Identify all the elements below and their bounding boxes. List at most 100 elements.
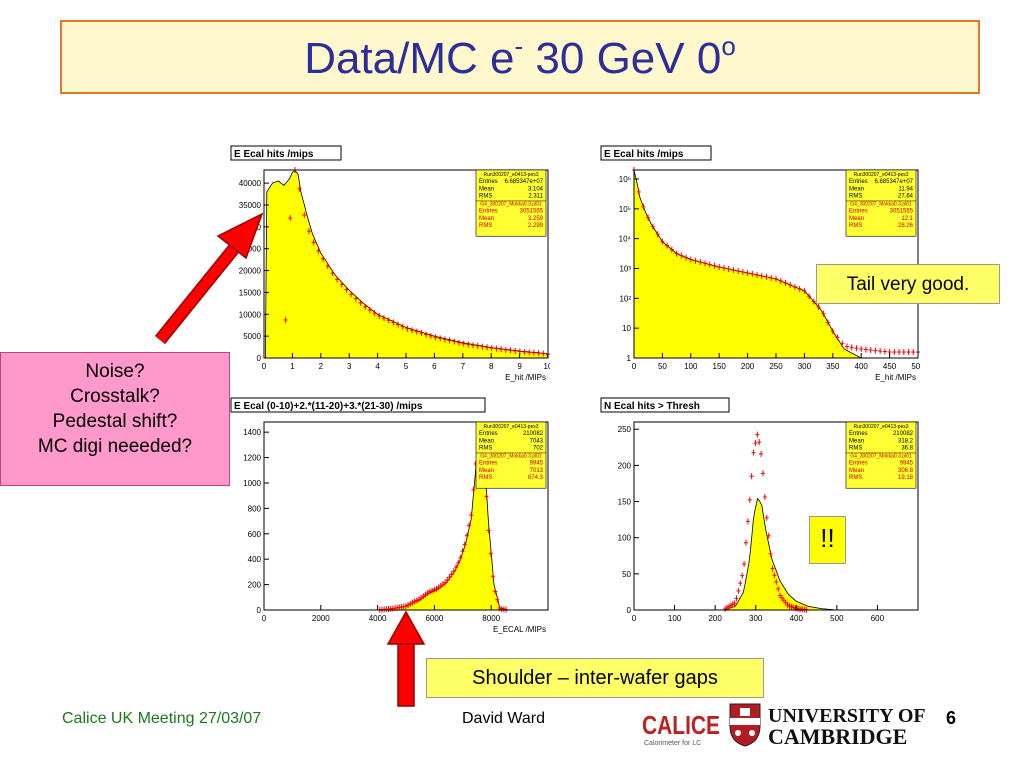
stats-mc-value: 28.26 [898,223,914,229]
stats-data-value: 6.685347e+07 [504,179,543,185]
y-tick-label: 5000 [243,332,261,341]
y-tick-label: 10⁵ [619,205,631,214]
arrow-noise [154,212,264,345]
x-axis-label: E_hit /MIPs [875,373,916,382]
stats-mc-value: 2.299 [528,223,544,229]
stats-data-value: 27.64 [898,194,914,200]
stats-mc-header: G4_300207_Mokka0.3.pl01 [850,454,912,460]
stats-data-key: RMS [479,194,492,200]
stats-mc-value: 3051565 [890,209,914,215]
x-tick-label: 8 [489,362,494,371]
y-tick-label: 10 [622,324,631,333]
y-tick-label: 1000 [243,479,261,488]
stats-data-key: Entries [479,431,498,437]
y-tick-label: 1400 [243,428,261,437]
callout-noise-line-3: Pedestal shift? [52,411,178,432]
callout-shoulder: Shoulder – inter-wafer gaps [426,658,764,698]
stats-data-key: Entries [479,179,498,185]
stats-data-header: Run300207_e0413-pes3 [853,172,908,178]
x-tick-label: 600 [871,614,885,623]
y-tick-label: 150 [618,498,632,507]
y-tick-label: 1200 [243,454,261,463]
calice-logo: CALICE Calorimeter for LC [640,704,724,748]
x-tick-label: 200 [741,362,755,371]
stats-data-value: 3.104 [528,186,544,192]
plot-ehit-log: E Ecal hits /mips 0 50 100 150 200 250 300 350 40… [600,144,920,384]
title-mid: 30 GeV 0 [523,33,722,83]
chart-title: E Ecal hits /mips [234,149,314,160]
plot-frame [263,421,549,611]
y-tick-label: 400 [248,555,262,564]
series-mc-markers [632,167,920,356]
x-tick-label: 150 [713,362,727,371]
x-tick-label: 300 [798,362,812,371]
stats-mc-key: Entries [479,461,498,467]
x-tick-label: 0 [632,362,637,371]
stats-mc-value: 9945 [900,461,914,467]
x-tick-label: 450 [883,362,897,371]
x-tick-label: 7 [461,362,466,371]
cambridge-logo: UNIVERSITY OF CAMBRIDGE [729,703,926,748]
arrow-shoulder [386,610,426,707]
stats-data-key: Mean [479,438,494,444]
footer-meeting: Calice UK Meeting 27/03/07 [62,710,262,727]
chart-title: E Ecal (0-10)+2.*(11-20)+3.*(21-30) /mip… [234,401,423,412]
y-tick-label: 25000 [239,245,262,254]
plot-nhits: N Ecal hits > Thresh 0 100 200 300 400 500 600 0… [600,396,920,636]
callout-noise-line-2: Crosstalk? [70,386,160,407]
stats-mc-key: Entries [849,461,868,467]
stats-mc-key: RMS [849,475,862,481]
x-tick-label: 400 [790,614,804,623]
chart-title-box [600,397,730,413]
y-tick-label: 10⁴ [619,235,632,244]
stats-mc-value: 3051565 [520,209,544,215]
x-axis-label: E_ECAL /MIPs [493,625,546,634]
stats-data-value: 6.685347e+07 [874,179,913,185]
page-number: 6 [946,708,957,728]
plot-ehit-linear: E Ecal hits /mips 0 1 2 3 4 5 6 7 8 9 10 0 5000 10000 1… [230,144,550,384]
y-tick-label: 250 [618,425,632,434]
stats-box [475,421,547,489]
chart-title: N Ecal hits > Thresh [604,401,700,412]
stats-data-key: RMS [849,446,862,452]
y-tick-label: 15000 [239,288,262,297]
chart-title-box [230,145,342,161]
stats-data-header: Run300207_e0413-pes3 [483,172,538,178]
chart-title-box [230,397,486,413]
callout-bang: !! [809,516,846,564]
x-tick-label: 400 [855,362,869,371]
stats-mc-value: 9945 [530,461,544,467]
y-tick-label: 20000 [239,267,262,276]
stats-mc-key: RMS [479,223,492,229]
callout-noise-line-1: Noise? [85,361,145,382]
stats-mc-key: Mean [479,216,494,222]
x-tick-label: 2 [319,362,324,371]
x-tick-label: 100 [668,614,682,623]
x-tick-label: 5 [404,362,409,371]
stats-mc-value: 674.3 [528,475,544,481]
callout-noise: Noise? Crosstalk? Pedestal shift? MC dig… [0,352,230,486]
series-mc-markers [283,167,550,358]
calice-logo-text: CALICE [642,710,720,740]
y-tick-label: 35000 [239,201,262,210]
chart-svg: E Ecal hits /mips 0 50 100 150 200 250 300 350 40… [600,144,920,384]
x-tick-label: 8000 [482,614,500,623]
x-tick-label: 250 [769,362,783,371]
x-tick-label: 200 [708,614,722,623]
callout-tail: Tail very good. [816,264,1000,304]
cambridge-logo-line2: CAMBRIDGE [768,724,907,748]
title-box: Data/MC e- 30 GeV 0o [60,20,980,94]
y-tick-label: 600 [248,530,262,539]
title-main: Data/MC e [304,33,515,83]
stats-mc-key: RMS [849,223,862,229]
stats-data-key: RMS [849,194,862,200]
chart-svg: E Ecal (0-10)+2.*(11-20)+3.*(21-30) /mip… [230,396,550,636]
title-superscript-o: o [721,30,736,61]
x-tick-label: 100 [684,362,698,371]
x-tick-label: 350 [826,362,840,371]
y-tick-label: 40000 [239,179,262,188]
x-tick-label: 6 [432,362,437,371]
chart-title: E Ecal hits /mips [604,149,684,160]
stats-mc-value: 306.8 [898,468,914,474]
x-tick-label: 2000 [312,614,330,623]
